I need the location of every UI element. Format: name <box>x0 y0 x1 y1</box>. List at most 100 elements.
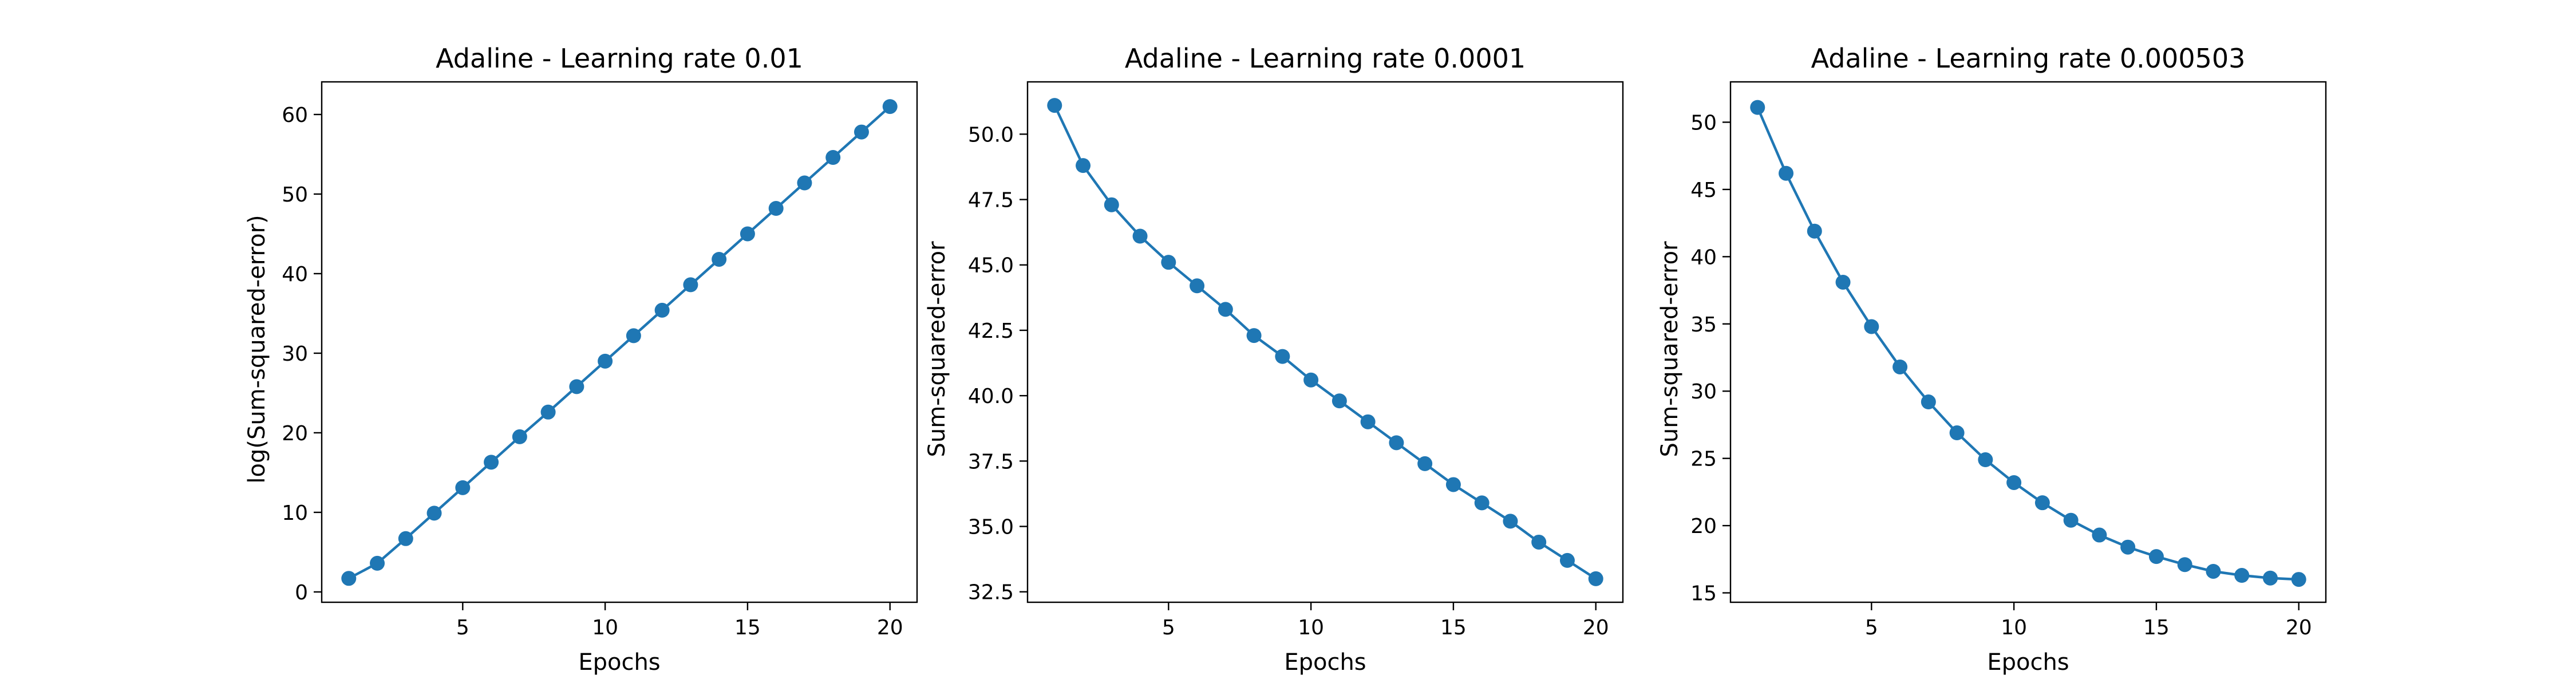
data-point <box>825 150 841 165</box>
y-tick-label: 35.0 <box>968 516 1014 539</box>
data-point <box>1779 165 1794 181</box>
y-tick-label: 40 <box>1690 246 1717 269</box>
subplot-title: Adaline - Learning rate 0.0001 <box>1125 43 1526 74</box>
x-tick-label: 10 <box>2001 616 2027 639</box>
y-tick-label: 40 <box>282 263 308 286</box>
data-point <box>598 353 613 369</box>
x-tick-label: 20 <box>1583 616 1609 639</box>
y-tick-label: 0 <box>295 581 308 605</box>
data-point <box>1104 197 1119 212</box>
x-tick-label: 15 <box>734 616 761 639</box>
data-point <box>1921 394 1936 410</box>
data-point <box>1750 100 1765 115</box>
x-tick-label: 10 <box>592 616 618 639</box>
data-point <box>1246 328 1262 344</box>
data-point <box>1076 158 1091 173</box>
data-point <box>2063 512 2079 528</box>
y-tick-label: 45 <box>1690 179 1717 202</box>
plot-frame <box>1729 81 2327 603</box>
x-tick-label: 10 <box>1298 616 1324 639</box>
y-tick-label: 37.5 <box>968 450 1014 473</box>
y-tick-label: 30 <box>282 342 308 366</box>
y-tick-label: 42.5 <box>968 319 1014 343</box>
data-point <box>1531 534 1547 550</box>
y-tick-label: 15 <box>1690 582 1717 606</box>
data-point <box>2206 563 2221 579</box>
data-point <box>1161 255 1176 270</box>
x-tick-label: 5 <box>1162 616 1175 639</box>
data-point <box>426 506 442 521</box>
subplot-title: Adaline - Learning rate 0.000503 <box>1811 43 2246 74</box>
data-point <box>1978 452 1993 468</box>
data-point <box>797 175 812 191</box>
data-point <box>1417 456 1433 471</box>
data-point <box>2234 568 2250 583</box>
data-point <box>1949 425 1965 441</box>
y-tick-label: 40.0 <box>968 385 1014 408</box>
subplot-lr-0.000503: Adaline - Learning rate 0.000503 Epochs … <box>1657 43 2327 676</box>
data-point <box>1275 349 1290 364</box>
y-axis-label: Sum-squared-error <box>1657 241 1683 457</box>
y-tick-label: 45.0 <box>968 254 1014 278</box>
data-point <box>1047 98 1062 113</box>
data-point <box>712 251 727 267</box>
y-axis-label: Sum-squared-error <box>924 241 950 457</box>
x-axis-label: Epochs <box>1284 649 1366 676</box>
data-point <box>1835 274 1851 290</box>
y-tick-label: 60 <box>282 104 308 127</box>
y-tick-label: 10 <box>282 502 308 525</box>
data-point <box>1132 228 1148 244</box>
data-point <box>1474 495 1490 511</box>
data-point <box>2291 572 2306 587</box>
data-point <box>1303 372 1319 388</box>
data-point <box>1332 393 1347 409</box>
plot-frame <box>1026 81 1624 603</box>
data-point <box>626 328 641 344</box>
data-point <box>540 404 556 420</box>
data-point <box>1503 514 1518 529</box>
data-point <box>1893 359 1908 374</box>
data-point <box>512 429 527 444</box>
data-point <box>2177 557 2192 572</box>
y-tick-label: 20 <box>1690 515 1717 538</box>
x-axis-label: Epochs <box>1987 649 2069 676</box>
data-point <box>1389 435 1404 451</box>
data-point <box>2120 539 2136 555</box>
data-point <box>1445 477 1461 492</box>
data-point <box>854 124 869 140</box>
data-point <box>1190 278 1205 294</box>
data-point <box>740 226 755 242</box>
y-tick-label: 47.5 <box>968 189 1014 212</box>
x-tick-label: 20 <box>2286 616 2312 639</box>
x-axis-label: Epochs <box>578 649 660 676</box>
y-tick-label: 20 <box>282 422 308 445</box>
data-point <box>569 379 584 394</box>
x-tick-label: 15 <box>2143 616 2170 639</box>
x-tick-label: 5 <box>456 616 469 639</box>
data-point <box>1360 414 1376 429</box>
data-point <box>1864 319 1879 334</box>
data-point <box>455 480 471 495</box>
subplot-lr-0.01: Adaline - Learning rate 0.01 Epochs log(… <box>244 43 918 676</box>
plot-frame <box>321 81 918 603</box>
subplot-lr-0.0001: Adaline - Learning rate 0.0001 Epochs Su… <box>924 43 1624 676</box>
y-tick-label: 25 <box>1690 448 1717 471</box>
data-point <box>2034 495 2050 511</box>
y-tick-label: 50.0 <box>968 123 1014 147</box>
data-point <box>1559 552 1575 568</box>
data-point <box>1218 302 1233 317</box>
data-point <box>768 200 784 216</box>
subplot-title: Adaline - Learning rate 0.01 <box>436 43 803 74</box>
data-point <box>2092 527 2107 543</box>
data-point <box>882 99 898 114</box>
data-point <box>484 455 499 470</box>
data-point <box>2006 475 2022 490</box>
data-point <box>1588 571 1603 586</box>
y-tick-label: 30 <box>1690 380 1717 404</box>
data-point <box>341 571 357 586</box>
y-tick-label: 35 <box>1690 313 1717 337</box>
y-tick-label: 50 <box>1690 111 1717 135</box>
data-point <box>1807 223 1822 239</box>
